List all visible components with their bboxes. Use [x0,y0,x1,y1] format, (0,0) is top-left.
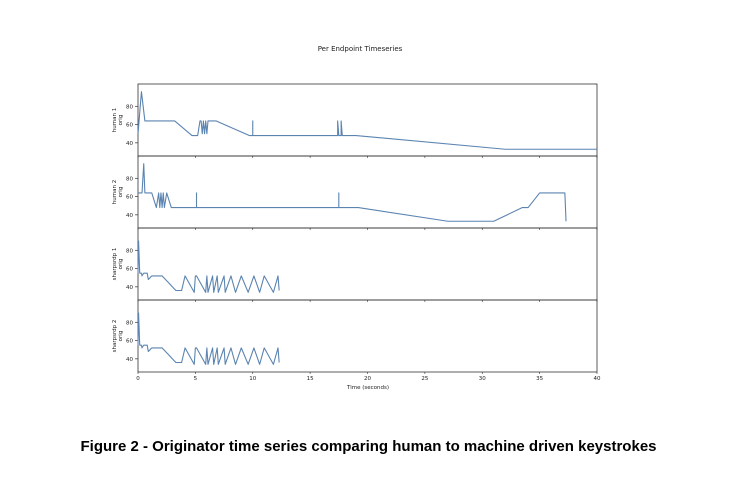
series-line [137,240,280,293]
y-tick-label: 80 [126,176,133,182]
panel-frame [137,155,598,229]
y-axis-label: orig [118,331,124,342]
x-tick-label: 40 [594,376,601,382]
panel-3: 40 60 80 sharpsrdp 1 orig [112,227,598,302]
x-tick-label: 35 [536,376,543,382]
panel-1: 40 60 80 human 1 orig [112,83,598,158]
y-tick-label: 60 [126,195,133,201]
series-line [138,163,567,222]
y-tick-label: 60 [126,123,133,129]
x-tick-label: 5 [194,376,198,382]
panel-frame [137,299,598,373]
x-tick-label: 25 [421,376,428,382]
y-axis-label: human 1 [112,108,118,132]
y-axis-label: sharpsrdp 1 [112,248,118,281]
series-line [137,91,597,150]
panel-frame [137,227,598,301]
y-tick-label: 80 [126,104,133,110]
x-tick-label: 0 [136,376,140,382]
x-tick-label: 30 [479,376,486,382]
x-axis: 0 5 10 15 20 25 30 35 40 [136,376,601,382]
panel-4: 40 60 80 sharpsrdp 2 orig [112,299,598,374]
figure-caption: Figure 2 - Originator time series compar… [80,438,657,455]
y-tick-label: 60 [126,267,133,273]
y-tick-label: 40 [126,141,133,147]
y-tick-label: 40 [126,357,133,363]
y-axis-label: orig [118,187,124,198]
x-tick-label: 15 [307,376,314,382]
y-axis-label: orig [118,115,124,126]
x-tick-label: 10 [249,376,256,382]
y-axis-label: human 2 [112,180,118,204]
panel-frame [137,83,598,157]
x-tick-label: 20 [364,376,371,382]
y-tick-label: 80 [126,320,133,326]
x-axis-label: Time (seconds) [346,385,389,391]
y-tick-label: 40 [126,285,133,291]
y-tick-label: 60 [126,339,133,345]
chart-title: Per Endpoint Timeseries [318,45,403,53]
y-tick-label: 80 [126,248,133,254]
y-axis-label: sharpsrdp 2 [112,320,118,353]
y-axis-label: orig [118,259,124,270]
series-line [137,312,280,365]
panel-2: 40 60 80 human 2 orig [112,155,598,230]
y-tick-label: 40 [126,213,133,219]
